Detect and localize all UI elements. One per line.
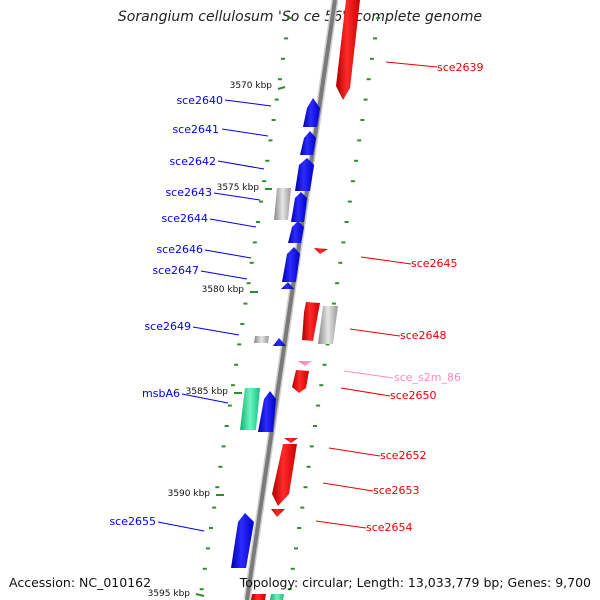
gene-glyphs xyxy=(231,0,360,600)
gene-label-sce2649[interactable]: sce2649 xyxy=(144,320,191,333)
gene-glyph-sce2655[interactable] xyxy=(231,513,254,568)
gene-glyph-sce2639[interactable] xyxy=(336,0,360,100)
tick-marks-outer xyxy=(287,17,381,591)
gene-glyph-sce2645[interactable] xyxy=(314,248,328,254)
scale-label-3570: 3570 kbp xyxy=(230,81,286,91)
scale-label-3585: 3585 kbp xyxy=(186,387,242,397)
gene-glyph-msbA6-green xyxy=(240,388,260,430)
gene-glyph-sce2650[interactable] xyxy=(292,370,309,393)
scale-label-3575: 3575 kbp xyxy=(217,183,272,193)
gene-label-sce2648[interactable]: sce2648 xyxy=(400,329,447,342)
gene-label-sce2643[interactable]: sce2643 xyxy=(165,186,212,199)
gene-glyph-sce2642[interactable] xyxy=(295,158,314,191)
gene-glyph-sce2641[interactable] xyxy=(300,131,316,155)
page-title: Sorangium cellulosum 'So ce 56', complet… xyxy=(117,9,483,25)
gene-glyph-sce2653[interactable] xyxy=(272,444,297,506)
gene-label-sce2639[interactable]: sce2639 xyxy=(437,61,484,74)
gene-glyph-sce2654[interactable] xyxy=(271,509,285,517)
scale-label-text: 3580 kbp xyxy=(202,285,245,295)
gene-label-sce2647[interactable]: sce2647 xyxy=(152,264,199,277)
gene-label-sce2646[interactable]: sce2646 xyxy=(156,243,203,256)
gene-glyph-sce2648[interactable] xyxy=(302,302,320,341)
gene-label-msbA6[interactable]: msbA6 xyxy=(142,387,180,400)
scale-label-3590: 3590 kbp xyxy=(168,489,224,499)
gene-label-sce-s2m-86[interactable]: sce_s2m_86 xyxy=(394,371,461,384)
gene-label-sce2653[interactable]: sce2653 xyxy=(373,484,420,497)
genome-summary-text: Topology: circular; Length: 13,033,779 b… xyxy=(239,575,591,590)
gene-glyph-sce2643[interactable] xyxy=(291,192,307,222)
gene-glyph-sce-s2m-86[interactable] xyxy=(298,361,312,366)
scale-label-text: 3585 kbp xyxy=(186,387,229,397)
gene-glyph-sce2640[interactable] xyxy=(303,98,320,127)
gene-glyph-bottom-green xyxy=(270,594,284,600)
scale-label-3595: 3595 kbp xyxy=(148,589,205,599)
label-leader-lines xyxy=(157,61,438,532)
accession-text: Accession: NC_010162 xyxy=(9,575,152,590)
gene-label-sce2654[interactable]: sce2654 xyxy=(366,521,413,534)
gene-label-sce2644[interactable]: sce2644 xyxy=(161,212,208,225)
gene-glyph-sce2649[interactable] xyxy=(273,338,286,346)
gene-label-sce2642[interactable]: sce2642 xyxy=(169,155,216,168)
gene-label-sce2645[interactable]: sce2645 xyxy=(411,257,458,270)
gene-labels: sce2639 sce2640 sce2641 sce2642 sce2643 … xyxy=(109,61,483,534)
gene-glyph-bottom-red xyxy=(251,594,266,600)
tick-marks-inner xyxy=(199,17,292,591)
gene-label-sce2640[interactable]: sce2640 xyxy=(176,94,223,107)
gene-glyph-sce2649-pseudo xyxy=(254,336,269,343)
gene-glyph-sce2644[interactable] xyxy=(288,221,304,243)
gene-glyph-sce2643-pseudo xyxy=(274,188,291,220)
gene-glyph-sce2652[interactable] xyxy=(284,438,298,443)
gene-label-sce2652[interactable]: sce2652 xyxy=(380,449,427,462)
scale-label-3580: 3580 kbp xyxy=(202,285,258,295)
gene-label-sce2641[interactable]: sce2641 xyxy=(172,123,219,136)
scale-labels: 3570 kbp 3575 kbp 3580 kbp 3585 kbp 3590… xyxy=(148,81,286,599)
scale-label-text: 3590 kbp xyxy=(168,489,211,499)
scale-label-text: 3570 kbp xyxy=(230,81,273,91)
backbone xyxy=(243,0,339,600)
scale-label-text: 3595 kbp xyxy=(148,589,191,599)
scale-label-text: 3575 kbp xyxy=(217,183,260,193)
gene-label-sce2655[interactable]: sce2655 xyxy=(109,515,156,528)
gene-glyph-sce2647[interactable] xyxy=(281,282,294,289)
gene-glyph-sce2648-pseudo xyxy=(318,306,338,344)
gene-glyph-sce2646[interactable] xyxy=(282,247,300,282)
gene-glyph-msbA6[interactable] xyxy=(258,391,276,432)
gene-label-sce2650[interactable]: sce2650 xyxy=(390,389,437,402)
